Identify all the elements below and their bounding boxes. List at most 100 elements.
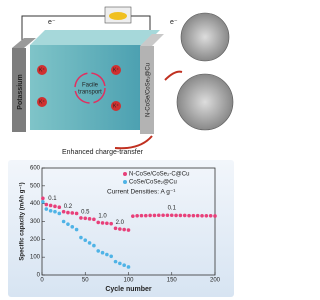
data-point (66, 222, 70, 226)
data-point (195, 213, 200, 218)
x-tick-label: 200 (210, 278, 221, 284)
x-axis-label: Cycle number (105, 286, 152, 293)
data-point (126, 228, 131, 232)
data-point (44, 207, 49, 211)
data-point (118, 261, 122, 266)
car-body (109, 12, 127, 20)
data-point (126, 265, 131, 269)
data-point (213, 214, 217, 218)
data-point (74, 227, 79, 232)
data-point (208, 213, 213, 218)
k-ion (37, 65, 47, 75)
y-tick-label: 100 (30, 255, 41, 261)
data-point (92, 217, 96, 222)
k-ion-label: K⁺ (113, 103, 119, 109)
x-tick-label: 0 (40, 278, 44, 284)
rate-label: 0.1 (168, 206, 177, 212)
data-point (79, 216, 83, 220)
data-point (109, 254, 113, 259)
data-point (100, 250, 105, 255)
x-tick-label: 100 (123, 278, 134, 284)
sem-image (180, 12, 230, 62)
data-point (139, 213, 144, 218)
anode (12, 48, 26, 132)
y-tick-label: 400 (30, 201, 41, 207)
legend-label: CoSe/CoSe₂@Cu (129, 180, 177, 186)
k-ion (111, 101, 121, 111)
data-point (113, 226, 118, 231)
data-point (70, 225, 75, 229)
cathode-label: N-CoSe/CoSe₂@Cu (146, 63, 152, 117)
charge-arrow (114, 135, 153, 150)
transport-label: transport (78, 90, 102, 96)
data-point (96, 220, 101, 225)
rate-label: 0.5 (81, 209, 90, 215)
anode-label: Potassium (17, 74, 24, 109)
data-point (105, 221, 109, 226)
y-tick-label: 600 (30, 166, 41, 172)
zoom-arrow (164, 70, 183, 81)
data-point (61, 209, 66, 214)
k-ion-label: K⁺ (39, 99, 45, 105)
rate-label: 0.1 (48, 196, 57, 202)
figure: e⁻ e⁻ Potassium N-CoSe/CoSe₂@Cu K⁺ K⁺ K⁺… (8, 6, 234, 297)
chart: 0 100 200 300 400 500 600 0 50 100 150 200 Cycle num… (19, 166, 221, 293)
data-point (92, 243, 96, 248)
rate-label: 1.0 (98, 214, 107, 220)
y-axis-label: Specific capacity (mAh g⁻¹) (19, 182, 26, 260)
data-point (187, 213, 191, 218)
data-point (144, 213, 148, 218)
k-ion-label: K⁺ (39, 67, 45, 73)
data-point (66, 210, 70, 215)
cathode-top (140, 34, 164, 46)
schematic: e⁻ e⁻ Potassium N-CoSe/CoSe₂@Cu K⁺ K⁺ K⁺… (12, 6, 234, 156)
data-point (57, 211, 62, 216)
y-tick-label: 200 (30, 237, 41, 243)
transport-arrow (74, 72, 106, 104)
transport-label: Facile (82, 83, 99, 89)
data-point (83, 216, 88, 221)
data-point (113, 259, 118, 264)
electrolyte-top (30, 30, 160, 45)
data-point (135, 213, 139, 218)
y-tick-label: 300 (30, 219, 41, 225)
data-point (105, 252, 109, 257)
x-tick-label: 150 (167, 278, 178, 284)
anode-top (12, 38, 36, 48)
caption: Enhanced charge-transfer (62, 149, 144, 156)
data-point (100, 221, 105, 225)
data-point (83, 238, 88, 243)
data-point (70, 211, 75, 215)
x-tick-label: 50 (82, 278, 89, 284)
k-ion-label: K⁺ (113, 67, 119, 73)
electron-label: e⁻ (170, 19, 178, 26)
data-point (118, 227, 122, 231)
data-point (204, 213, 209, 218)
data-point (156, 213, 161, 218)
y-tick-label: 500 (30, 183, 41, 189)
data-point (74, 211, 79, 216)
data-point (87, 241, 92, 245)
k-ion (111, 65, 121, 75)
data-point (109, 221, 113, 226)
sem-image (176, 73, 234, 131)
legend-marker (123, 180, 127, 184)
data-point (161, 213, 165, 218)
data-point (79, 235, 83, 240)
data-point (96, 249, 101, 253)
data-point (87, 217, 92, 221)
electron-label: e⁻ (48, 19, 56, 26)
wire (21, 15, 151, 40)
data-point (191, 213, 196, 218)
data-point (152, 213, 157, 218)
data-point (122, 263, 126, 267)
cathode (140, 46, 154, 134)
data-point (182, 213, 187, 218)
legend-marker (123, 172, 127, 176)
data-point (61, 219, 66, 224)
data-point (44, 202, 49, 207)
y-tick-label: 0 (37, 273, 41, 279)
data-point (148, 213, 152, 218)
data-point (53, 204, 57, 209)
data-point (53, 209, 57, 214)
